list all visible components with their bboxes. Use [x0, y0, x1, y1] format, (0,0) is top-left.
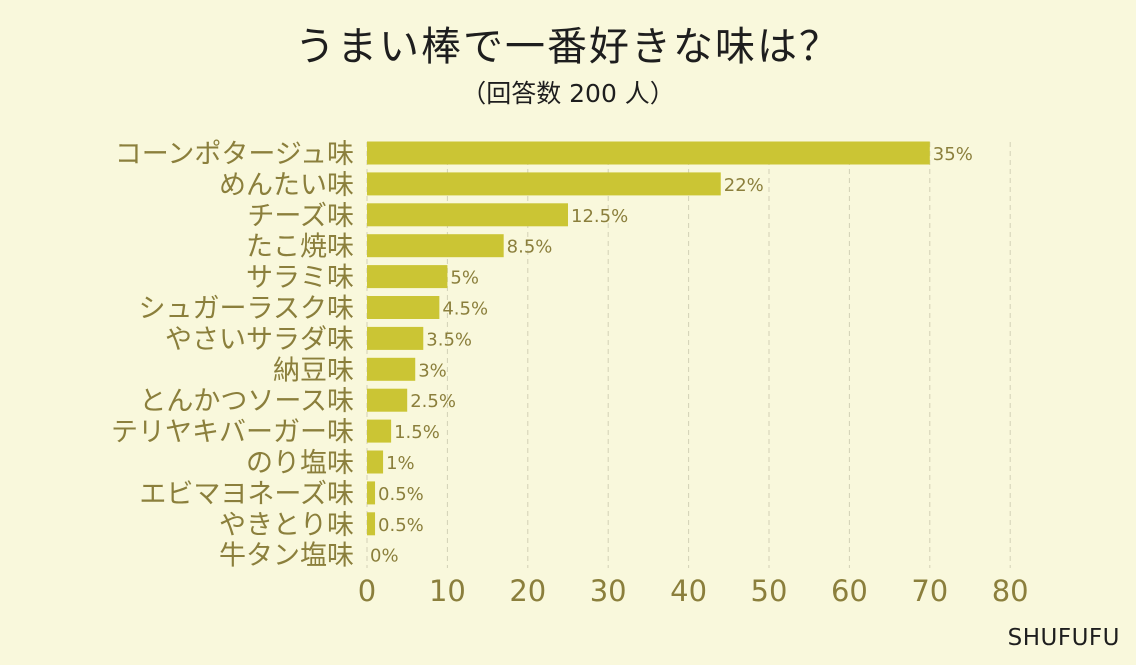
category-label: とんかつソース味 [139, 386, 354, 417]
value-label: 3.5% [426, 329, 472, 350]
bar [367, 481, 376, 505]
value-label: 1.5% [394, 422, 440, 443]
chart-title: うまい棒で一番好きな味は？ [295, 24, 841, 70]
category-label: のり塩味 [246, 448, 354, 479]
category-label: やきとり味 [219, 510, 354, 541]
category-label: シュガーラスク味 [139, 294, 354, 325]
value-label: 4.5% [442, 299, 488, 320]
category-label: コーンポタージュ味 [115, 139, 354, 170]
category-label: やさいサラダ味 [165, 324, 354, 355]
value-label: 0% [370, 546, 399, 567]
value-label: 5% [450, 268, 479, 289]
x-tick-label: 30 [590, 574, 627, 608]
bar [367, 234, 504, 258]
chart-subtitle: （回答数 200 人） [461, 79, 675, 108]
x-tick-label: 40 [670, 574, 707, 608]
x-tick-label: 0 [358, 574, 376, 608]
category-label: エビマヨネーズ味 [139, 479, 354, 510]
value-label: 12.5% [571, 206, 628, 227]
bar [367, 419, 392, 443]
value-label: 2.5% [410, 391, 456, 412]
value-label: 0.5% [378, 484, 424, 505]
value-label: 0.5% [378, 515, 424, 536]
category-label: 牛タン塩味 [219, 541, 354, 572]
x-tick-label: 10 [429, 574, 466, 608]
x-tick-label: 50 [751, 574, 788, 608]
brand-logo-text: SHUFUFU [1007, 625, 1120, 651]
x-tick-label: 20 [509, 574, 546, 608]
bar [367, 388, 408, 412]
value-label: 1% [386, 453, 415, 474]
bar [367, 326, 424, 350]
category-label: チーズ味 [247, 201, 354, 232]
category-label: たこ焼味 [246, 232, 354, 263]
bar [367, 172, 721, 196]
x-tick-label: 70 [911, 574, 948, 608]
category-label: めんたい味 [219, 170, 354, 201]
bar [367, 296, 440, 319]
value-label: 3% [418, 360, 447, 381]
bar [367, 141, 930, 165]
category-label: サラミ味 [246, 263, 354, 294]
value-label: 35% [933, 144, 973, 165]
value-label: 8.5% [507, 237, 553, 258]
bar [367, 203, 568, 227]
value-label: 22% [724, 175, 764, 196]
bar [367, 450, 384, 474]
bar [367, 265, 448, 289]
bar [367, 357, 416, 381]
bar [367, 512, 376, 536]
category-label: 納豆味 [273, 355, 354, 386]
x-tick-label: 80 [992, 574, 1029, 608]
x-tick-label: 60 [831, 574, 868, 608]
category-label: テリヤキバーガー味 [111, 417, 354, 448]
